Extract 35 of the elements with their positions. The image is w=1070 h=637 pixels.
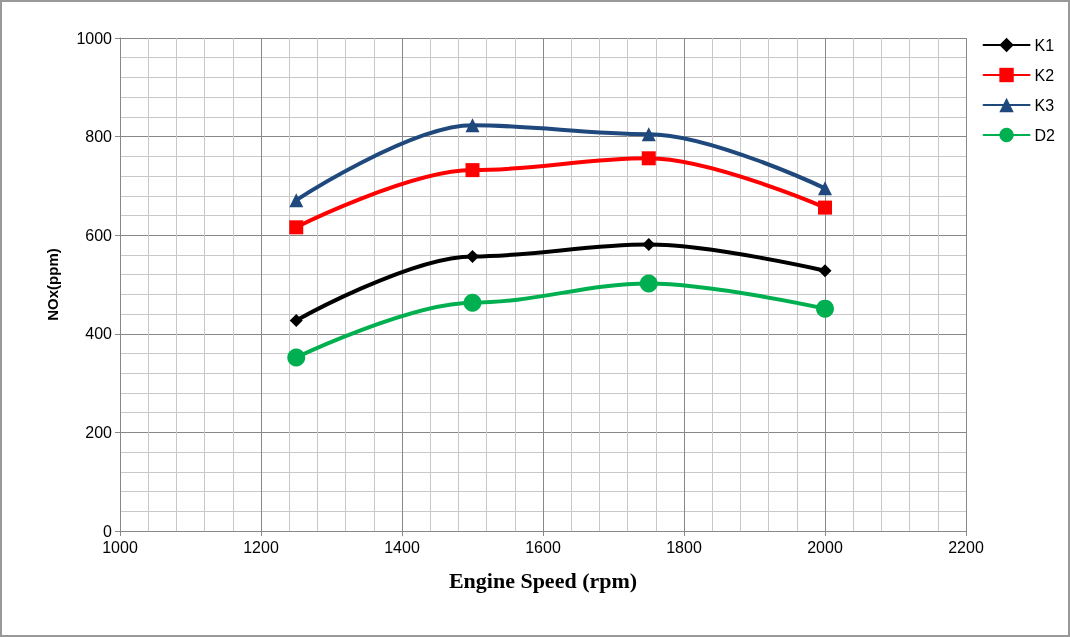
y-tick-label: 200	[85, 423, 113, 441]
x-tick-label: 1600	[525, 538, 561, 556]
x-tick-label: 1200	[243, 538, 279, 556]
point	[465, 163, 480, 178]
y-tick-label: 600	[85, 226, 113, 244]
legend-label: K3	[1034, 96, 1055, 114]
point	[818, 200, 832, 215]
x-tick-label: 2000	[807, 538, 843, 556]
legend-label: K1	[1034, 36, 1055, 54]
legend-label: K2	[1034, 66, 1055, 84]
x-tick-label: 2200	[948, 538, 984, 556]
point	[641, 127, 656, 142]
y-tick-label: 400	[85, 325, 113, 343]
point	[639, 274, 658, 293]
y-tick-label: 0	[103, 522, 113, 540]
point	[289, 313, 303, 327]
x-tick-label: 1800	[666, 538, 702, 556]
point	[466, 249, 479, 263]
y-tick-label: 800	[85, 128, 113, 146]
point	[289, 220, 304, 235]
point	[463, 293, 482, 312]
legend-label: D2	[1034, 126, 1056, 144]
point	[818, 181, 832, 196]
point	[287, 348, 306, 367]
point	[289, 193, 304, 208]
x-axis-title: Engine Speed (rpm)	[448, 567, 638, 593]
y-axis-title: NOx(ppm)	[44, 248, 61, 321]
x-tick-label: 1000	[102, 538, 138, 556]
point	[641, 151, 656, 166]
point	[642, 238, 656, 252]
point	[465, 118, 480, 133]
x-tick-label: 1400	[384, 538, 420, 556]
y-tick-label: 1000	[76, 29, 113, 47]
point	[818, 264, 832, 278]
point	[816, 299, 834, 318]
